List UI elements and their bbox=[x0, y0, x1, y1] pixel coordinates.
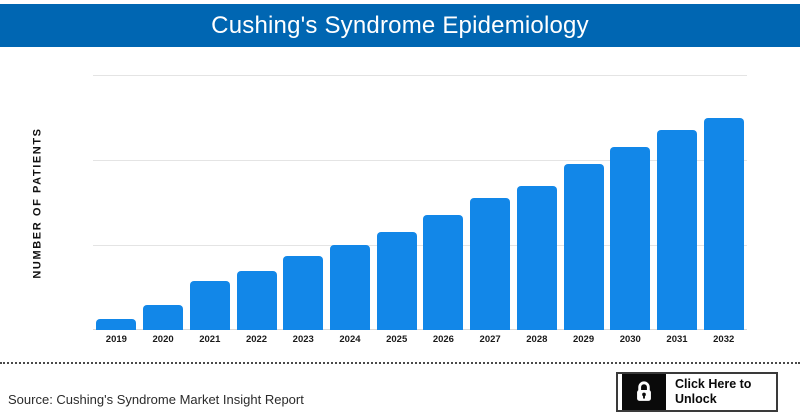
bar-slot bbox=[327, 75, 374, 330]
bar-slot bbox=[93, 75, 140, 330]
bar-slot bbox=[467, 75, 514, 330]
x-tick-label: 2026 bbox=[432, 334, 454, 345]
bar-slot bbox=[280, 75, 327, 330]
unlock-button-label: Click Here to Unlock bbox=[675, 377, 752, 406]
x-tick-label: 2031 bbox=[666, 334, 688, 345]
top-strip bbox=[0, 0, 800, 4]
bar-chart: NUMBER OF PATIENTS 2019 2020 2021 2022 2023 2… bbox=[0, 47, 800, 362]
x-tick-label: 2019 bbox=[105, 334, 127, 345]
x-axis-line bbox=[93, 329, 747, 330]
bar-2028 bbox=[516, 185, 557, 330]
bar-slot bbox=[233, 75, 280, 330]
x-tick-label: 2030 bbox=[619, 334, 641, 345]
header-banner: Cushing's Syndrome Epidemiology bbox=[0, 4, 800, 47]
bar-2031 bbox=[656, 130, 697, 330]
bar-slot bbox=[654, 75, 701, 330]
bar-2025 bbox=[376, 232, 417, 330]
x-tick-label: 2025 bbox=[386, 334, 408, 345]
bar-slot bbox=[186, 75, 233, 330]
unlock-button[interactable]: Click Here to Unlock bbox=[616, 372, 778, 412]
bar-slot bbox=[560, 75, 607, 330]
plot-area bbox=[93, 75, 747, 330]
bar-2019 bbox=[96, 319, 137, 330]
bar-slot bbox=[607, 75, 654, 330]
y-axis-title: NUMBER OF PATIENTS bbox=[32, 126, 45, 279]
bar-slot bbox=[700, 75, 747, 330]
bar-slot bbox=[373, 75, 420, 330]
x-tick-label: 2028 bbox=[526, 334, 548, 345]
bar-2022 bbox=[236, 270, 277, 330]
chart-title: Cushing's Syndrome Epidemiology bbox=[211, 11, 589, 39]
lock-icon bbox=[637, 381, 651, 401]
gridline bbox=[93, 245, 747, 246]
bar-2027 bbox=[470, 198, 511, 330]
bar-2023 bbox=[283, 255, 324, 330]
bar-slot bbox=[140, 75, 187, 330]
bars bbox=[93, 75, 747, 330]
x-tick-label: 2022 bbox=[245, 334, 268, 345]
source-note: Source: Cushing's Syndrome Market Insigh… bbox=[8, 391, 304, 407]
footer: Source: Cushing's Syndrome Market Insigh… bbox=[0, 362, 800, 420]
x-tick-label: 2027 bbox=[479, 334, 501, 345]
x-tick-label: 2032 bbox=[713, 334, 735, 345]
x-tick-label: 2029 bbox=[572, 334, 595, 345]
gridline bbox=[93, 160, 747, 161]
bar-2032 bbox=[703, 117, 744, 330]
bar-2030 bbox=[610, 147, 651, 330]
bar-2021 bbox=[189, 281, 230, 330]
x-tick-label: 2023 bbox=[292, 334, 314, 345]
x-tick-label: 2024 bbox=[339, 334, 361, 345]
bar-2026 bbox=[423, 215, 464, 330]
x-axis-labels: 2019 2020 2021 2022 2023 2024 2025 2026 2027 2028… bbox=[93, 334, 747, 345]
bar-slot bbox=[513, 75, 560, 330]
bar-2020 bbox=[143, 304, 184, 330]
gridline bbox=[93, 75, 747, 76]
x-tick-label: 2021 bbox=[199, 334, 221, 345]
bar-2029 bbox=[563, 164, 604, 330]
bar-2024 bbox=[329, 245, 370, 330]
lock-icon-box bbox=[622, 374, 666, 410]
x-tick-label: 2020 bbox=[152, 334, 174, 345]
bar-slot bbox=[420, 75, 467, 330]
